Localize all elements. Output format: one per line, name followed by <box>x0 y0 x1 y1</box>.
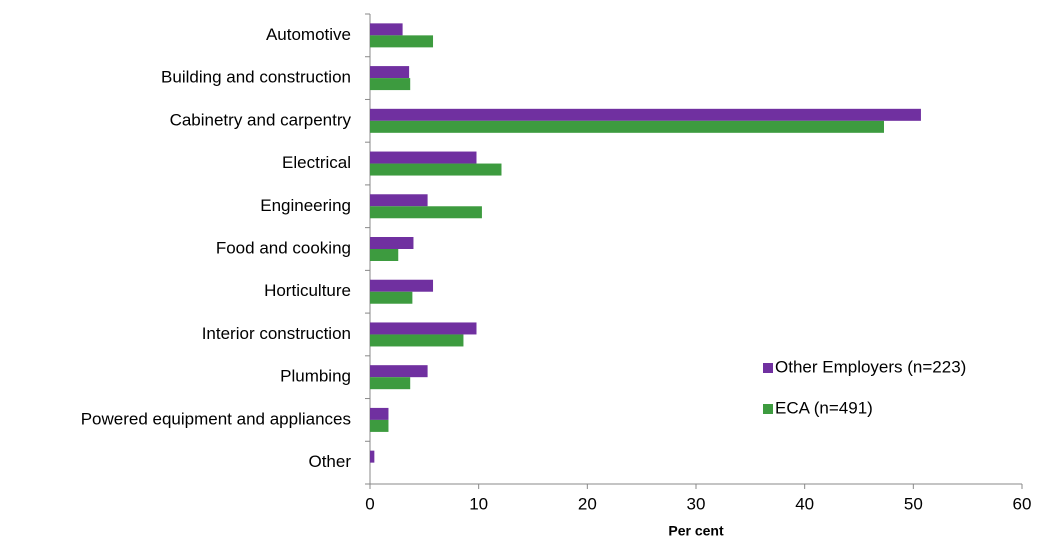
x-tick-label: 50 <box>904 494 923 513</box>
bar <box>370 377 411 390</box>
bar <box>370 120 884 133</box>
bar <box>370 334 464 347</box>
bar <box>370 151 477 164</box>
legend-label: Other Employers (n=223) <box>775 357 966 376</box>
bar <box>370 163 502 176</box>
bar <box>370 108 921 121</box>
y-tick-label: Engineering <box>260 196 351 215</box>
bar <box>370 237 414 249</box>
y-tick-label: Horticulture <box>264 281 351 300</box>
bar <box>370 23 403 36</box>
y-tick-label: Powered equipment and appliances <box>81 409 351 428</box>
legend-swatch <box>763 404 773 414</box>
y-tick-label: Plumbing <box>280 367 351 386</box>
x-tick-label: 30 <box>687 494 706 513</box>
legend-swatch <box>763 363 773 373</box>
bar <box>370 35 434 48</box>
bar <box>370 419 389 432</box>
bar <box>370 450 375 463</box>
bar <box>370 249 399 261</box>
y-tick-label: Other <box>308 452 351 471</box>
y-tick-label: Interior construction <box>202 324 351 343</box>
bar <box>370 206 482 219</box>
x-tick-label: 10 <box>469 494 488 513</box>
bar <box>370 194 428 207</box>
legend-label: ECA (n=491) <box>775 398 873 417</box>
bar <box>370 322 477 335</box>
y-tick-label: Electrical <box>282 153 351 172</box>
y-tick-label: Automotive <box>266 25 351 44</box>
x-tick-label: 60 <box>1013 494 1032 513</box>
bar <box>370 291 413 304</box>
x-tick-label: 40 <box>795 494 814 513</box>
y-tick-label: Cabinetry and carpentry <box>170 110 352 129</box>
y-tick-label: Building and construction <box>161 68 351 87</box>
x-tick-label: 20 <box>578 494 597 513</box>
y-tick-label: Food and cooking <box>216 238 351 257</box>
x-tick-label: 0 <box>365 494 374 513</box>
bar <box>370 279 434 292</box>
bar <box>370 66 410 79</box>
bar <box>370 407 389 420</box>
bar <box>370 78 411 91</box>
x-axis-title: Per cent <box>668 523 724 539</box>
bar <box>370 365 428 378</box>
